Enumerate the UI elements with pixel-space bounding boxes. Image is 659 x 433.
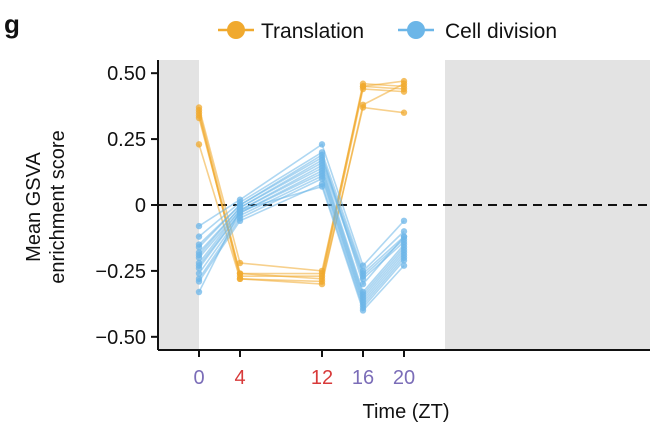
x-axis-title: Time (ZT) <box>362 401 449 423</box>
translation-point-4-0 <box>195 141 203 148</box>
translation-point-5-2 <box>318 280 326 288</box>
legend-marker-cell-division <box>407 21 425 39</box>
cell-division-point-5-0 <box>195 254 203 261</box>
cell-division-point-12-1 <box>236 207 244 214</box>
y-tick-label: 0 <box>135 195 146 217</box>
y-tick-label: 0.50 <box>107 63 146 85</box>
y-axis-title-line-2: enrichment score <box>47 130 69 283</box>
cell-division-point-13-4 <box>400 233 408 240</box>
translation-point-5-3 <box>359 101 367 109</box>
cell-division-point-13-2 <box>318 151 326 159</box>
translation-point-5-1 <box>236 275 244 283</box>
x-tick-label: 4 <box>234 367 245 389</box>
cell-division-point-0-2 <box>318 141 326 148</box>
legend-label-translation: Translation <box>261 20 364 43</box>
cell-division-point-0-0 <box>195 222 203 230</box>
y-tick-label: 0.25 <box>107 129 146 151</box>
y-tick-label: −0.50 <box>95 327 146 349</box>
translation-point-3-3 <box>359 85 367 93</box>
cell-division-point-11-0 <box>195 278 203 285</box>
legend[interactable]: Translation Cell division <box>218 20 557 43</box>
translation-point-4-4 <box>400 109 408 116</box>
cell-division-point-12-3 <box>359 307 367 314</box>
series-lines <box>195 77 408 314</box>
cell-division-point-12-2 <box>318 183 326 190</box>
axes: 0.50 0.25 0 −0.25 −0.50 0 4 12 16 20 <box>95 60 650 389</box>
y-axis-title-line-1: Mean GSVA <box>23 152 45 262</box>
translation-point-5-0 <box>195 109 203 116</box>
cell-division-point-13-3 <box>359 280 367 288</box>
cell-division-point-1-0 <box>195 233 203 240</box>
x-tick-label: 20 <box>393 367 415 389</box>
legend-label-cell-division: Cell division <box>445 20 557 43</box>
x-tick-label: 0 <box>193 367 204 389</box>
cell-division-point-8-0 <box>195 265 203 272</box>
cell-division-point-1-4 <box>400 228 408 235</box>
cell-division-point-12-0 <box>195 288 203 296</box>
panel-label: g <box>4 9 20 39</box>
cell-division-point-11-4 <box>400 257 408 264</box>
cell-division-line-3 <box>198 159 405 278</box>
x-tick-label: 12 <box>311 367 333 389</box>
cell-division-point-13-0 <box>195 241 203 248</box>
cell-division-point-13-1 <box>236 201 244 209</box>
translation-point-5-4 <box>400 80 408 87</box>
y-tick-label: −0.25 <box>95 261 146 283</box>
cell-division-point-12-4 <box>400 262 408 269</box>
x-tick-label: 16 <box>352 367 374 389</box>
cell-division-point-0-4 <box>400 217 408 225</box>
cell-division-point-11-1 <box>236 217 244 225</box>
translation-point-3-4 <box>400 88 408 95</box>
cell-division-point-10-2 <box>318 175 326 182</box>
legend-marker-translation <box>227 21 245 39</box>
